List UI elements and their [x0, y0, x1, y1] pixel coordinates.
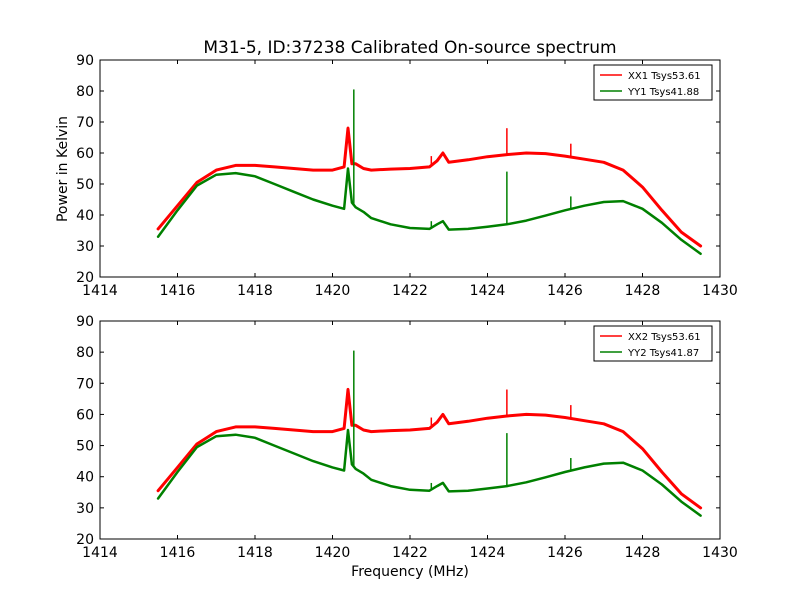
y-tick-label: 90 [76, 53, 94, 69]
series-line-yy [156, 428, 702, 517]
y-tick-label: 50 [76, 177, 94, 193]
x-axis-label: Frequency (MHz) [351, 564, 469, 580]
y-tick-label: 80 [76, 345, 94, 361]
x-tick-label: 1420 [315, 283, 351, 299]
legend: XX2 Tsys53.61 YY2 Tsys41.87 [593, 325, 713, 362]
y-tick-label: 40 [76, 208, 94, 224]
y-tick-label: 60 [76, 146, 94, 162]
x-tick-label: 1416 [160, 283, 196, 299]
y-tick-label: 60 [76, 407, 94, 423]
series-line-xx [156, 126, 703, 248]
x-tick-label: 1418 [237, 283, 273, 299]
panel-1: 1414 1416 1418 1420 1422 1424 1426 1428 1430 20 30… [76, 53, 738, 299]
y-tick-label: 80 [76, 84, 94, 100]
x-tick-label: 1414 [82, 283, 118, 299]
panels: 1414 1416 1418 1420 1422 1424 1426 1428 1430 20 30… [76, 53, 738, 561]
x-tick-label: 1428 [625, 545, 661, 561]
legend-label-xx: XX2 Tsys53.61 [628, 332, 701, 343]
x-tick-label: 1426 [547, 283, 583, 299]
legend: XX1 Tsys53.61 YY1 Tsys41.88 [593, 64, 713, 101]
x-tick-label: 1430 [702, 545, 738, 561]
y-tick-label: 20 [76, 532, 94, 548]
x-tick-label: 1426 [547, 545, 583, 561]
plot-area [156, 350, 703, 517]
x-tick-label: 1418 [237, 545, 273, 561]
x-tick-label: 1422 [392, 283, 428, 299]
y-tick-label: 70 [76, 376, 94, 392]
y-tick-label: 70 [76, 115, 94, 131]
y-tick-label: 30 [76, 239, 94, 255]
y-tick-label: 40 [76, 470, 94, 486]
x-tick-label: 1420 [315, 545, 351, 561]
x-tick-label: 1424 [470, 283, 506, 299]
x-tick-label: 1430 [702, 283, 738, 299]
y-tick-label: 50 [76, 439, 94, 455]
x-tick-label: 1414 [82, 545, 118, 561]
legend-box [593, 64, 713, 101]
legend-box [593, 325, 713, 362]
y-tick-label: 90 [76, 314, 94, 330]
panel-2: 1414 1416 1418 1420 1422 1424 1426 1428 1430 20 30… [76, 314, 738, 561]
legend-label-yy: YY1 Tsys41.88 [627, 87, 699, 98]
x-tick-label: 1428 [625, 283, 661, 299]
legend-label-xx: XX1 Tsys53.61 [628, 71, 701, 82]
x-tick-label: 1422 [392, 545, 428, 561]
chart-title: M31-5, ID:37238 Calibrated On-source spe… [203, 38, 616, 58]
plot-area [156, 89, 703, 256]
y-tick-label: 20 [76, 270, 94, 286]
x-tick-label: 1416 [160, 545, 196, 561]
x-tick-label: 1424 [470, 545, 506, 561]
series-line-yy [156, 167, 702, 256]
series-line-xx [156, 388, 703, 510]
legend-label-yy: YY2 Tsys41.87 [627, 348, 699, 359]
y-tick-label: 30 [76, 501, 94, 517]
y-axis-label: Power in Kelvin [55, 116, 71, 222]
